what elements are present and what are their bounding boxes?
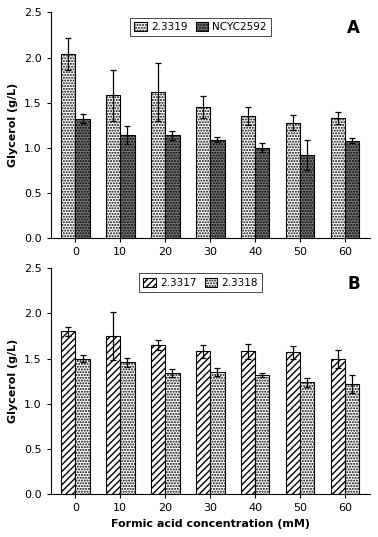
Bar — [165, 373, 180, 494]
Bar — [151, 345, 165, 494]
Bar — [165, 135, 180, 238]
Bar — [210, 140, 225, 238]
Bar — [196, 351, 210, 494]
Bar — [286, 122, 300, 238]
Bar — [300, 155, 314, 238]
Bar — [151, 92, 165, 238]
Bar — [120, 362, 135, 494]
X-axis label: Formic acid concentration (mM): Formic acid concentration (mM) — [111, 519, 310, 528]
Bar — [75, 119, 90, 238]
Text: B: B — [347, 275, 360, 293]
Bar — [241, 116, 255, 238]
Bar — [331, 359, 345, 494]
Bar — [120, 135, 135, 238]
Bar — [75, 359, 90, 494]
Bar — [106, 96, 120, 238]
Bar — [255, 375, 270, 494]
Bar — [300, 382, 314, 494]
Bar — [106, 336, 120, 494]
Bar — [61, 54, 75, 238]
Bar — [255, 148, 270, 238]
Bar — [210, 372, 225, 494]
Y-axis label: Glycerol (g/L): Glycerol (g/L) — [8, 83, 19, 168]
Bar — [345, 141, 359, 238]
Y-axis label: Glycerol (g/L): Glycerol (g/L) — [8, 339, 19, 423]
Bar — [345, 384, 359, 494]
Bar — [286, 352, 300, 494]
Text: A: A — [347, 19, 360, 37]
Bar — [196, 107, 210, 238]
Bar — [241, 351, 255, 494]
Legend: 2.3317, 2.3318: 2.3317, 2.3318 — [139, 273, 262, 292]
Bar — [331, 118, 345, 238]
Legend: 2.3319, NCYC2592: 2.3319, NCYC2592 — [130, 18, 271, 36]
Bar — [61, 331, 75, 494]
